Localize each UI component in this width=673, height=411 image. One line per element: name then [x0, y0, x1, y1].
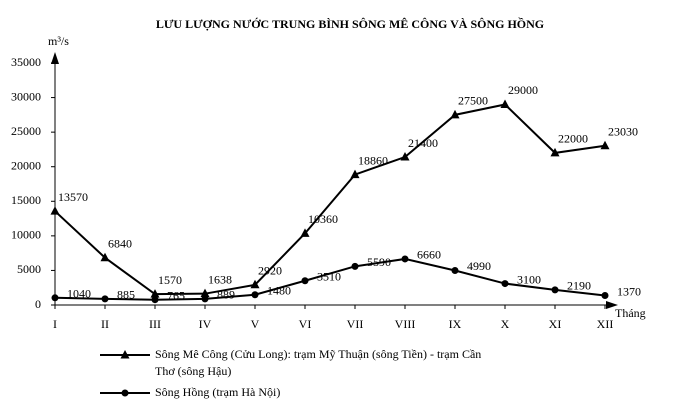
data-label: 885: [117, 288, 135, 302]
x-tick-label: VII: [347, 317, 364, 331]
data-label: 6840: [108, 236, 132, 250]
marker: [400, 152, 410, 161]
marker: [350, 169, 360, 179]
data-label: 2920: [258, 264, 282, 278]
marker: [351, 262, 359, 270]
y-tick-label: 35000: [11, 55, 41, 69]
y-axis-label: m³/s: [48, 34, 69, 48]
data-label: 23030: [608, 125, 638, 139]
data-label: 29000: [508, 83, 538, 97]
x-tick-label: X: [501, 317, 510, 331]
marker: [200, 288, 210, 298]
x-tick-label: VI: [299, 317, 312, 331]
x-tick-label: XI: [549, 317, 562, 331]
x-tick-label: VIII: [395, 317, 416, 331]
marker: [201, 295, 209, 303]
data-label: 1480: [267, 284, 291, 298]
legend-item: Sông Mê Công (Cửu Long): trạm Mỹ Thuận (…: [155, 346, 495, 380]
y-tick-label: 5000: [17, 262, 41, 276]
data-label: 1040: [67, 287, 91, 301]
data-label: 4990: [467, 259, 491, 273]
marker: [600, 140, 610, 150]
marker: [551, 286, 559, 294]
marker: [301, 277, 309, 285]
data-label: 3510: [317, 269, 341, 283]
legend-label: Sông Mê Công (Cửu Long): trạm Mỹ Thuận (…: [155, 347, 482, 378]
data-label: 22000: [558, 132, 588, 146]
marker: [151, 296, 159, 304]
x-tick-label: IX: [449, 317, 462, 331]
marker: [251, 291, 259, 299]
marker: [50, 206, 60, 215]
line: [54, 257, 606, 301]
y-tick-label: 10000: [11, 228, 41, 242]
data-label: 27500: [458, 94, 488, 108]
x-tick-label: IV: [199, 317, 212, 331]
legend-item: Sông Hồng (trạm Hà Nội): [155, 384, 495, 401]
data-label: 1370: [617, 284, 641, 298]
data-label: 1570: [158, 273, 182, 287]
marker: [121, 389, 129, 397]
y-tick-label: 0: [35, 297, 41, 311]
x-tick-label: V: [251, 317, 260, 331]
data-label: 889: [217, 288, 235, 302]
marker: [300, 228, 310, 237]
data-label: 10360: [308, 212, 338, 226]
y-tick-label: 25000: [11, 124, 41, 138]
marker: [100, 252, 110, 262]
x-tick-label: I: [53, 317, 57, 331]
x-tick-label: XII: [597, 317, 614, 331]
y-tick-label: 15000: [11, 193, 41, 207]
marker: [500, 99, 510, 108]
marker: [450, 109, 460, 119]
data-label: 21400: [408, 136, 438, 150]
marker: [501, 280, 509, 288]
x-tick-label: III: [149, 317, 161, 331]
line: [54, 103, 606, 296]
x-tick-label: II: [101, 317, 109, 331]
data-label: 13570: [58, 190, 88, 204]
x-axis-arrow: [606, 301, 618, 309]
marker: [51, 294, 59, 302]
marker: [451, 266, 459, 274]
data-label: 5590: [367, 255, 391, 269]
y-tick-label: 30000: [11, 89, 41, 103]
data-label: 1638: [208, 272, 232, 286]
chart-title: LƯU LƯỢNG NƯỚC TRUNG BÌNH SÔNG MÊ CÔNG V…: [156, 16, 544, 31]
legend-label: Sông Hồng (trạm Hà Nội): [155, 385, 281, 399]
data-label: 6660: [417, 248, 441, 262]
marker: [101, 295, 109, 303]
x-axis-label: Tháng: [615, 306, 646, 320]
data-label: 3100: [517, 272, 541, 286]
y-axis-arrow: [51, 52, 59, 64]
data-label: 18860: [358, 153, 388, 167]
marker: [150, 289, 160, 298]
marker: [401, 255, 409, 263]
marker: [120, 350, 130, 359]
data-label: 2190: [567, 279, 591, 293]
data-label: 765: [167, 288, 185, 302]
y-tick-label: 20000: [11, 158, 41, 172]
marker: [550, 147, 560, 157]
marker: [250, 279, 260, 289]
marker: [601, 292, 609, 300]
